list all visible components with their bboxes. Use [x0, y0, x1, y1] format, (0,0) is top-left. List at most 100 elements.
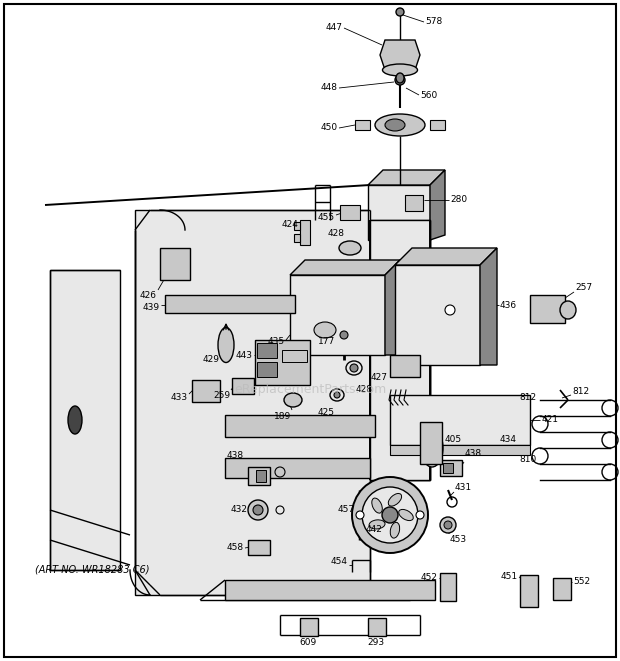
Bar [553, 578, 571, 600]
Text: 457: 457 [338, 506, 355, 514]
Text: 560: 560 [420, 91, 437, 100]
Ellipse shape [399, 510, 414, 521]
Circle shape [253, 505, 263, 515]
Text: 428: 428 [356, 385, 373, 394]
Bar [282, 350, 307, 362]
Polygon shape [390, 445, 530, 455]
Polygon shape [370, 210, 430, 480]
Text: 436: 436 [500, 301, 517, 309]
Bar [256, 470, 266, 482]
Bar [165, 295, 295, 313]
Bar [294, 234, 300, 242]
Ellipse shape [369, 520, 385, 529]
Polygon shape [480, 248, 497, 365]
Ellipse shape [390, 522, 400, 538]
Circle shape [382, 507, 398, 523]
Polygon shape [368, 170, 445, 185]
Circle shape [334, 392, 340, 398]
Circle shape [362, 487, 418, 543]
Circle shape [350, 364, 358, 372]
Bar [192, 380, 220, 402]
Bar [225, 580, 435, 600]
Bar [225, 415, 375, 437]
Text: 432: 432 [231, 506, 248, 514]
Text: 812: 812 [572, 387, 589, 397]
Bar [232, 378, 254, 394]
Text: 447: 447 [326, 24, 343, 32]
Bar [443, 463, 453, 473]
Polygon shape [290, 260, 400, 275]
Circle shape [356, 511, 364, 519]
Text: 454: 454 [331, 557, 348, 566]
Bar [248, 540, 270, 555]
Bar [290, 275, 385, 355]
Polygon shape [370, 220, 430, 480]
Bar [395, 265, 480, 365]
Text: 438: 438 [465, 449, 482, 458]
Ellipse shape [396, 73, 404, 83]
Text: 452: 452 [421, 574, 438, 582]
Text: 435: 435 [268, 338, 285, 346]
Text: 438: 438 [227, 451, 244, 460]
Bar [440, 460, 462, 476]
Bar [340, 205, 360, 220]
Circle shape [395, 75, 405, 85]
Text: 421: 421 [542, 416, 559, 424]
Text: 450: 450 [321, 124, 338, 132]
Circle shape [444, 521, 452, 529]
Bar [405, 195, 423, 211]
Bar [520, 575, 538, 607]
Text: 439: 439 [143, 303, 160, 313]
Text: 257: 257 [575, 284, 592, 293]
Bar [368, 618, 386, 636]
Bar [390, 395, 530, 445]
Circle shape [396, 8, 404, 16]
Ellipse shape [218, 327, 234, 362]
Circle shape [445, 305, 455, 315]
Text: 442: 442 [365, 525, 382, 535]
Bar [300, 618, 318, 636]
Text: 431: 431 [455, 483, 472, 492]
Bar [390, 355, 420, 377]
Circle shape [248, 500, 268, 520]
Text: 425: 425 [318, 408, 335, 417]
Bar [355, 120, 370, 130]
Bar [530, 295, 565, 323]
Text: 434: 434 [500, 436, 517, 444]
Ellipse shape [372, 498, 383, 513]
Polygon shape [135, 210, 370, 595]
Bar [300, 220, 310, 245]
Polygon shape [385, 260, 400, 355]
Text: 189: 189 [274, 412, 291, 421]
Polygon shape [395, 248, 497, 265]
Ellipse shape [560, 301, 576, 319]
Circle shape [352, 477, 428, 553]
Text: (ART NO. WR18283 C6): (ART NO. WR18283 C6) [35, 565, 149, 575]
Text: 451: 451 [501, 572, 518, 581]
Text: 280: 280 [450, 196, 467, 204]
Ellipse shape [284, 393, 302, 407]
Ellipse shape [388, 494, 402, 506]
Bar [225, 458, 370, 478]
Text: 455: 455 [318, 214, 335, 223]
Ellipse shape [383, 64, 417, 76]
Polygon shape [368, 185, 430, 240]
Text: 810: 810 [520, 455, 537, 465]
Text: 424: 424 [281, 220, 298, 229]
Bar [440, 573, 456, 601]
Ellipse shape [421, 429, 443, 467]
Text: 578: 578 [425, 17, 442, 26]
Text: 427: 427 [371, 373, 388, 383]
Bar [257, 362, 277, 377]
Polygon shape [430, 170, 445, 240]
Text: 458: 458 [227, 543, 244, 553]
Ellipse shape [314, 322, 336, 338]
Ellipse shape [339, 241, 361, 255]
Bar [255, 340, 310, 385]
Text: 426: 426 [140, 290, 157, 299]
Text: 443: 443 [236, 350, 253, 360]
Text: 812: 812 [520, 393, 537, 403]
Text: 428: 428 [328, 229, 345, 238]
Text: 448: 448 [321, 83, 338, 93]
Text: 552: 552 [573, 578, 590, 586]
